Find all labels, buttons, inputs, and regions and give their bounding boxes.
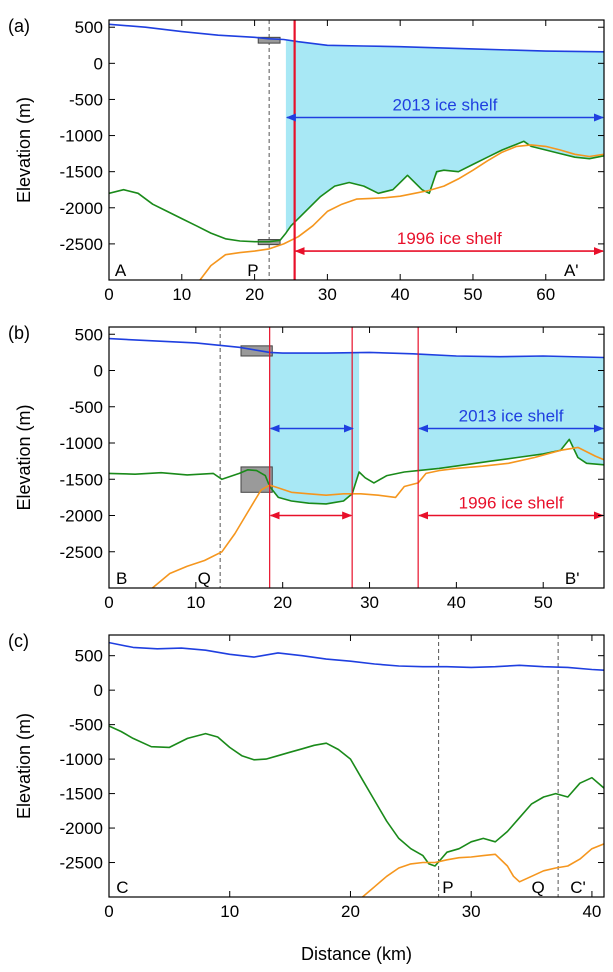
y-tick-label: -2000 xyxy=(60,507,103,526)
x-tick-label: 50 xyxy=(464,285,483,304)
y-tick-label: -2500 xyxy=(60,543,103,562)
profile-label: P xyxy=(247,261,258,280)
y-tick-label: -1000 xyxy=(60,127,103,146)
y-tick-label: 500 xyxy=(75,325,103,344)
y-axis-label: Elevation (m) xyxy=(14,97,34,203)
bed-line-green xyxy=(109,140,604,243)
y-tick-label: -2500 xyxy=(60,854,103,873)
x-tick-label: 50 xyxy=(534,593,553,612)
plot-area xyxy=(109,20,604,280)
x-tick-label: 20 xyxy=(273,593,292,612)
profile-label: Q xyxy=(198,569,211,588)
profile-label: Q xyxy=(532,878,545,897)
y-tick-label: -500 xyxy=(69,398,103,417)
x-tick-label: 40 xyxy=(391,285,410,304)
y-tick-label: -2000 xyxy=(60,199,103,218)
ice-shelf-label: 1996 ice shelf xyxy=(459,494,564,513)
y-tick-label: 0 xyxy=(94,54,103,73)
ice-shelf-fill xyxy=(418,354,604,471)
y-tick-label: -1500 xyxy=(60,163,103,182)
bed-line-orange xyxy=(361,843,604,897)
y-axis-label: Elevation (m) xyxy=(14,404,34,510)
x-tick-label: 0 xyxy=(104,285,113,304)
panel-tag: (b) xyxy=(8,323,30,343)
y-tick-label: 0 xyxy=(94,362,103,381)
y-tick-label: 0 xyxy=(94,681,103,700)
plot-area xyxy=(109,635,604,897)
x-tick-label: 30 xyxy=(360,593,379,612)
x-tick-label: 20 xyxy=(245,285,264,304)
bed-line-green xyxy=(109,438,604,505)
plot-area xyxy=(109,327,604,588)
surface-line xyxy=(109,337,604,359)
x-tick-label: 30 xyxy=(318,285,337,304)
profile-label: C' xyxy=(570,878,586,897)
plot-frame xyxy=(108,326,605,589)
profile-label: P xyxy=(442,878,453,897)
x-tick-label: 10 xyxy=(172,285,191,304)
x-axis-label: Distance (km) xyxy=(301,944,412,964)
bed-line-green xyxy=(109,725,604,867)
x-tick-label: 0 xyxy=(104,902,113,921)
profile-label: B xyxy=(116,569,127,588)
grey-box xyxy=(257,36,281,44)
plot-frame xyxy=(108,634,605,898)
ice-shelf-label: 2013 ice shelf xyxy=(459,407,564,426)
x-tick-label: 30 xyxy=(462,902,481,921)
x-tick-label: 60 xyxy=(536,285,555,304)
panel-tag: (c) xyxy=(8,631,29,651)
y-tick-label: 500 xyxy=(75,647,103,666)
profile-label: A' xyxy=(564,261,579,280)
y-tick-label: -500 xyxy=(69,716,103,735)
plot-frame xyxy=(108,19,605,281)
panel-a: 2013 ice shelf 1996 ice shelf A P A' 0 10 20 30 4… xyxy=(8,16,605,304)
surface-line xyxy=(109,641,604,671)
x-tick-label: 40 xyxy=(447,593,466,612)
ice-shelf-label: 1996 ice shelf xyxy=(397,229,502,248)
profile-label: B' xyxy=(565,569,580,588)
bed-line-orange xyxy=(199,144,604,280)
x-tick-label: 20 xyxy=(341,902,360,921)
x-tick-label: 0 xyxy=(104,593,113,612)
y-tick-label: -500 xyxy=(69,90,103,109)
y-tick-label: -1500 xyxy=(60,785,103,804)
y-tick-label: -1500 xyxy=(60,470,103,489)
ice-shelf-fill xyxy=(285,39,604,234)
panel-b: 2013 ice shelf 1996 ice shelf B Q B' 0 10 20 30 4… xyxy=(8,323,605,612)
surface-line xyxy=(109,23,604,53)
y-tick-label: 500 xyxy=(75,18,103,37)
bed-line-orange xyxy=(151,446,604,588)
panel-tag: (a) xyxy=(8,16,30,36)
y-tick-label: -2500 xyxy=(60,235,103,254)
y-tick-label: -1000 xyxy=(60,750,103,769)
y-tick-label: -1000 xyxy=(60,434,103,453)
profile-label: C xyxy=(116,878,128,897)
x-tick-label: 40 xyxy=(582,902,601,921)
x-tick-label: 10 xyxy=(220,902,239,921)
x-tick-label: 10 xyxy=(186,593,205,612)
ice-shelf-label: 2013 ice shelf xyxy=(392,96,497,115)
y-tick-label: -2000 xyxy=(60,819,103,838)
panel-c: C P Q C' 0 10 20 30 40 500 0 -500 -1000 -1500 -2000 -25… xyxy=(8,631,605,921)
y-axis-label: Elevation (m) xyxy=(14,713,34,819)
profile-label: A xyxy=(115,261,127,280)
